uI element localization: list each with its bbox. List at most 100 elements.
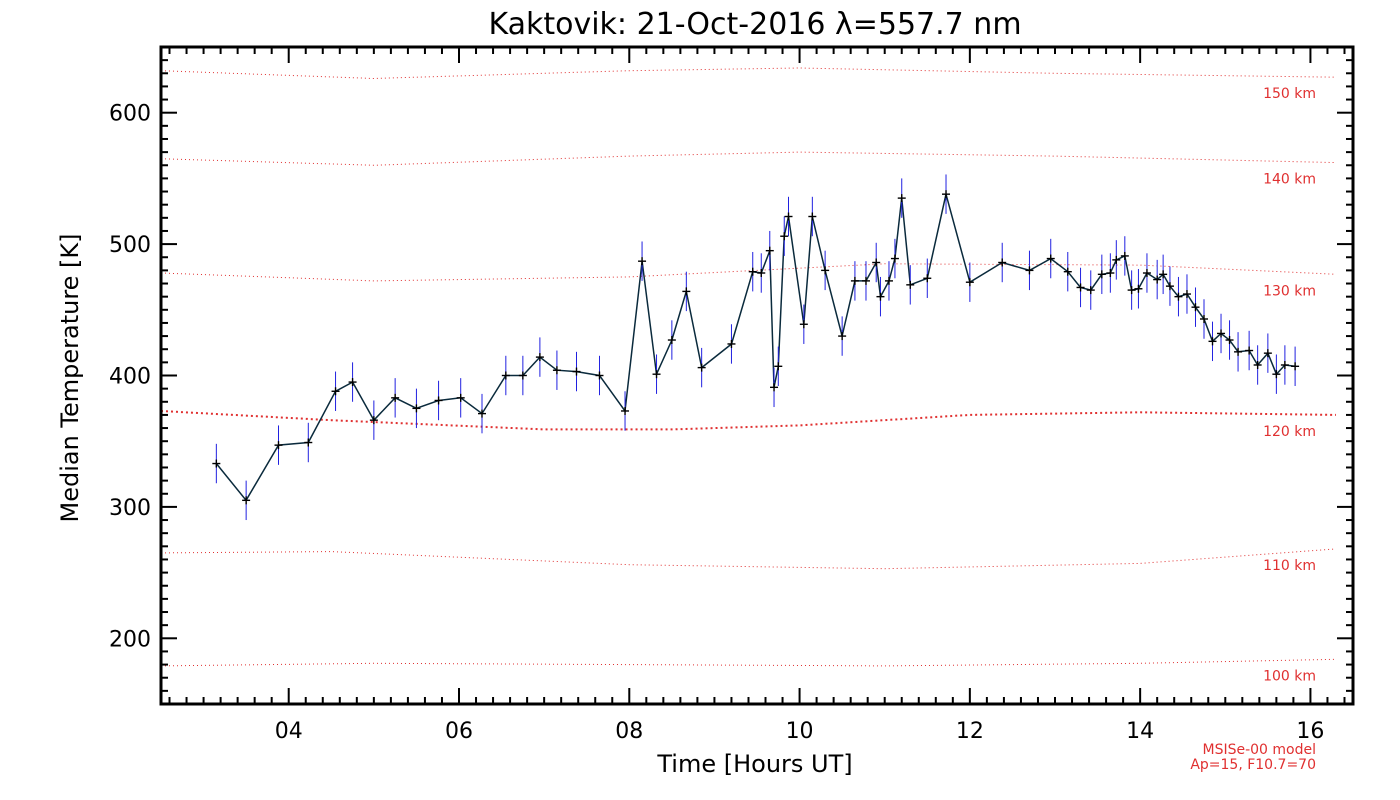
- data-point: [1245, 346, 1254, 355]
- y-tick-label: 500: [109, 233, 151, 258]
- y-tick-label: 400: [109, 365, 151, 390]
- data-point: [477, 409, 486, 418]
- data-point: [923, 274, 932, 283]
- data-point: [348, 378, 357, 387]
- data-point: [1086, 286, 1095, 295]
- data-point: [274, 441, 283, 450]
- data-point: [1120, 251, 1129, 260]
- data-point: [331, 387, 340, 396]
- x-tick-label: 06: [445, 719, 473, 744]
- data-point: [552, 366, 561, 375]
- x-tick-label: 12: [956, 719, 984, 744]
- data-point: [1191, 303, 1200, 312]
- data-point: [861, 276, 870, 285]
- data-point: [1112, 255, 1121, 264]
- data-point: [1291, 362, 1300, 371]
- data-point: [1046, 254, 1055, 263]
- data-point: [774, 362, 783, 371]
- data-point: [304, 438, 313, 447]
- data-point: [1225, 336, 1234, 345]
- data-point: [572, 367, 581, 376]
- data-point: [838, 332, 847, 341]
- data-point: [942, 190, 951, 199]
- model-line-130km: [160, 263, 1337, 282]
- data-point: [998, 258, 1007, 267]
- axes: 200 300 400 500 600 04 06 08 10 12 14 16: [109, 45, 1355, 744]
- model-line-150km: [160, 67, 1337, 80]
- model-note-line-2: Ap=15, F10.7=70: [1190, 757, 1316, 773]
- x-tick-label: 10: [786, 719, 814, 744]
- data-point: [667, 336, 676, 345]
- data-point: [595, 371, 604, 380]
- data-point: [412, 404, 421, 413]
- data-point: [872, 258, 881, 267]
- data-point: [727, 339, 736, 348]
- model-line-label: 130 km: [1263, 283, 1316, 299]
- data-point: [1165, 282, 1174, 291]
- data-point: [456, 393, 465, 402]
- data-point: [897, 194, 906, 203]
- data-point: [1076, 283, 1085, 292]
- model-line-120km: [160, 410, 1337, 431]
- x-axis-label: Time [Hours UT]: [656, 750, 852, 778]
- data-point: [1182, 290, 1191, 299]
- x-tick-label: 04: [275, 719, 303, 744]
- data-point: [748, 267, 757, 276]
- data-point: [1208, 337, 1217, 346]
- data-point: [850, 276, 859, 285]
- data-point: [808, 212, 817, 221]
- data-point: [242, 496, 251, 505]
- y-tick-label: 200: [109, 627, 151, 652]
- data-point: [1280, 360, 1289, 369]
- data-point: [1174, 292, 1183, 301]
- model-line-label: 140 km: [1263, 172, 1316, 188]
- data-point: [1217, 329, 1226, 338]
- data-point: [501, 371, 510, 380]
- data-point: [770, 383, 779, 392]
- model-note-line-1: MSISe-00 model: [1202, 742, 1316, 758]
- data-point: [799, 320, 808, 329]
- data-point: [1063, 267, 1072, 276]
- y-tick-label: 300: [109, 496, 151, 521]
- data-point: [682, 287, 691, 296]
- data-point: [1097, 270, 1106, 279]
- x-tick-label: 08: [615, 719, 643, 744]
- data-point: [638, 257, 647, 266]
- data-point: [890, 254, 899, 263]
- data-point: [369, 416, 378, 425]
- data-point: [535, 353, 544, 362]
- data-point: [652, 370, 661, 379]
- data-point: [1127, 286, 1136, 295]
- data-point: [906, 280, 915, 289]
- data-point: [784, 212, 793, 221]
- x-tick-label: 14: [1126, 719, 1154, 744]
- data-point: [884, 276, 893, 285]
- data-series: [212, 174, 1300, 521]
- y-axis-label: Median Temperature [K]: [56, 233, 84, 522]
- data-point: [1025, 266, 1034, 275]
- data-point: [765, 246, 774, 255]
- model-line-140km: [160, 151, 1337, 166]
- data-point: [1159, 270, 1168, 279]
- data-point: [1200, 314, 1208, 323]
- chart-title: Kaktovik: 21-Oct-2016 λ=557.7 nm: [488, 7, 1021, 42]
- data-point: [821, 266, 830, 275]
- plot-frame: [159, 45, 1355, 706]
- model-line-label: 100 km: [1263, 668, 1316, 684]
- data-point: [780, 232, 789, 241]
- data-point: [697, 363, 706, 372]
- x-tick-label: 16: [1296, 719, 1324, 744]
- data-point: [876, 292, 885, 301]
- data-point: [434, 396, 443, 405]
- data-point: [1106, 269, 1115, 278]
- data-point: [1134, 284, 1143, 293]
- data-point: [757, 269, 766, 278]
- model-line-label: 110 km: [1263, 558, 1316, 574]
- data-point: [518, 371, 527, 380]
- data-point: [965, 278, 974, 287]
- data-point: [1142, 269, 1151, 278]
- temperature-line: [215, 194, 1296, 502]
- model-line-110km: [160, 548, 1337, 570]
- data-point: [1153, 275, 1162, 284]
